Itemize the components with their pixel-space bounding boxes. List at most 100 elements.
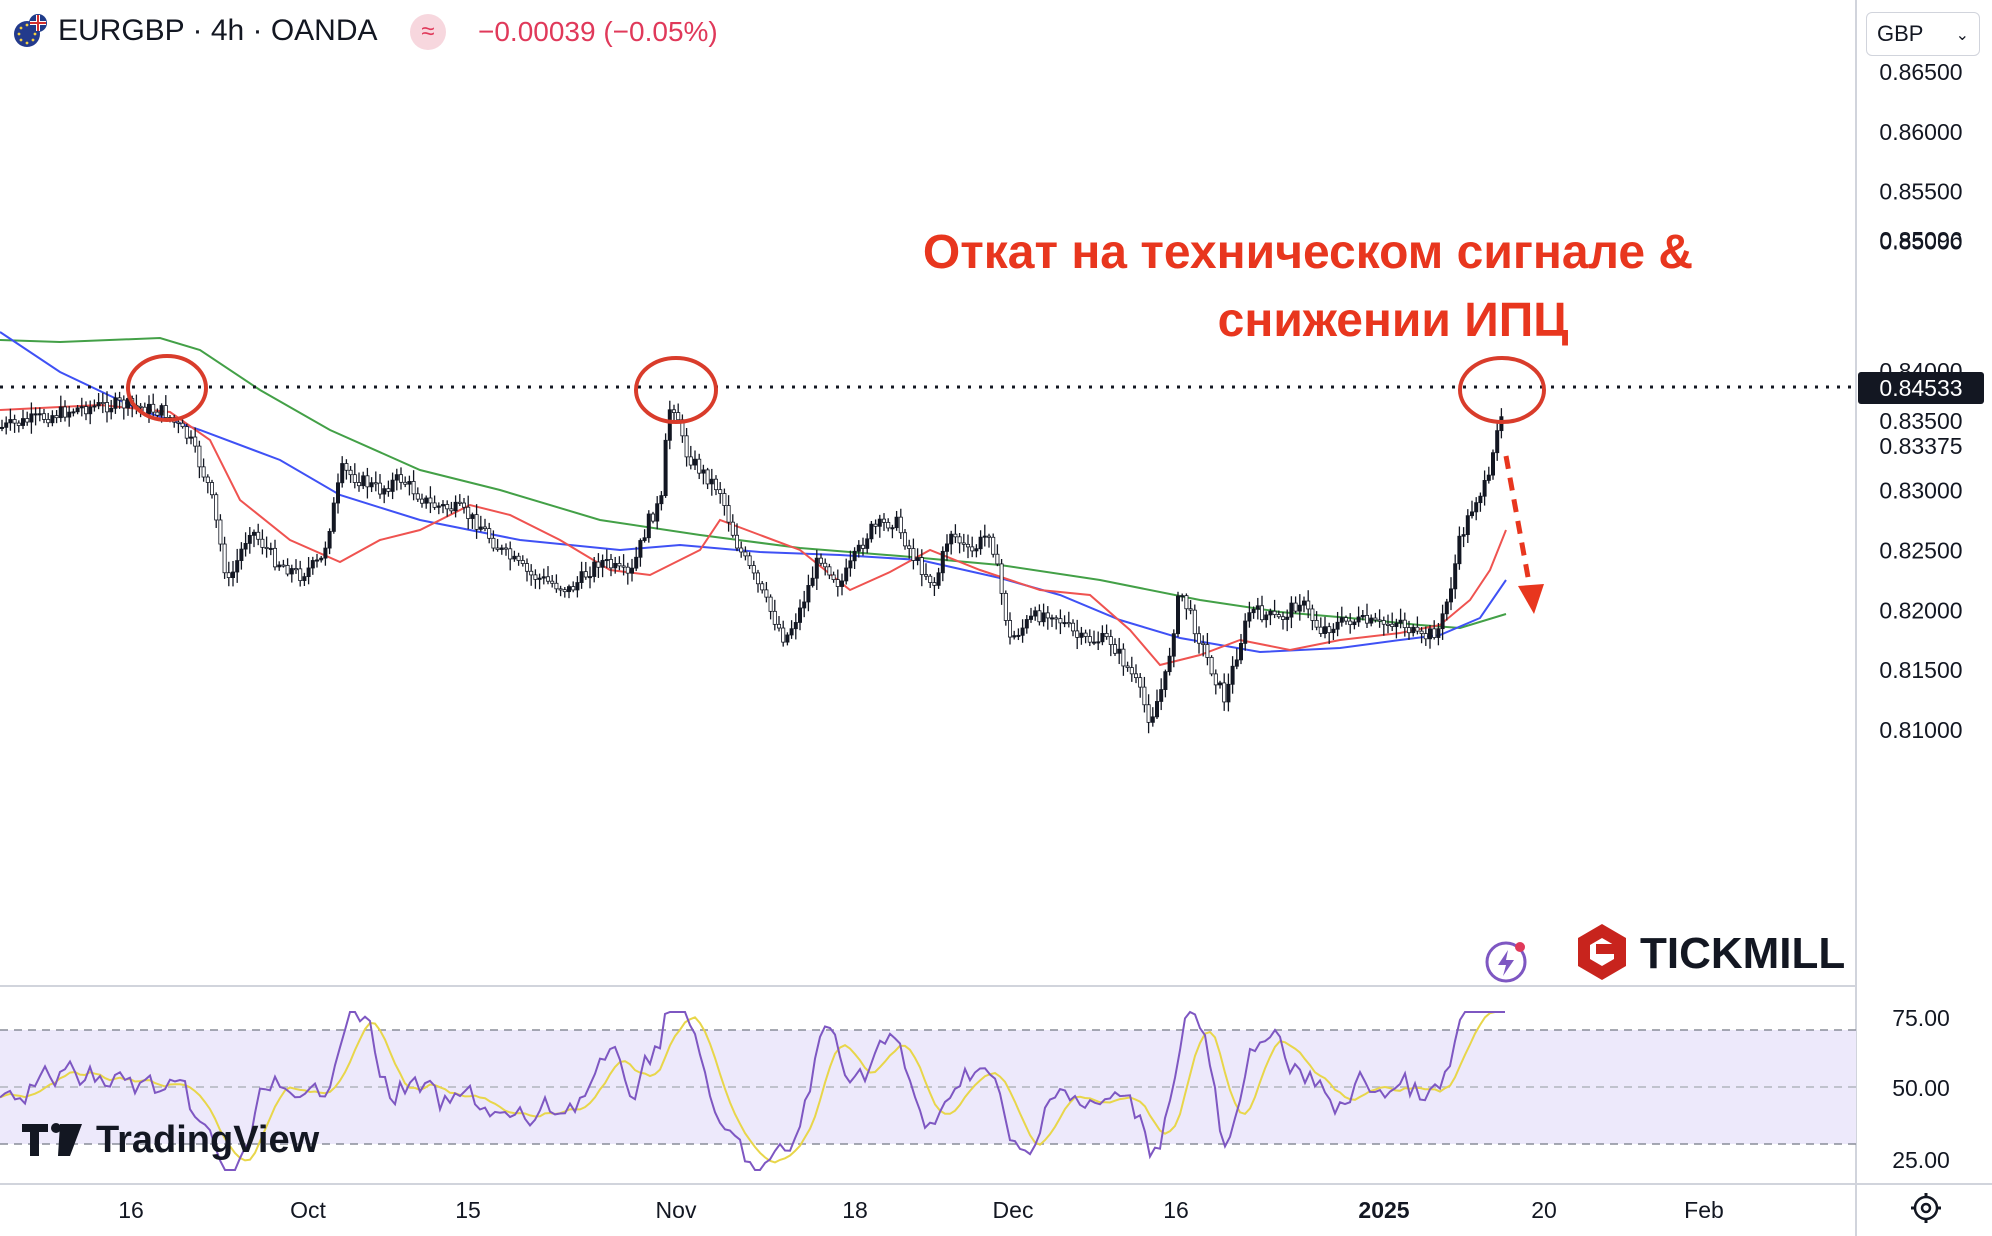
candle-body (440, 504, 445, 507)
candle-body (638, 540, 643, 558)
candle-body (882, 518, 887, 523)
rsi-path (0, 1010, 1505, 1171)
currency-select[interactable]: GBP ⌄ (1866, 12, 1980, 56)
candle-body (970, 546, 975, 552)
candle-body (1176, 595, 1181, 635)
indicator-wave-icon[interactable]: ≈ (410, 14, 446, 50)
candle-body (1478, 495, 1483, 504)
candle-body (714, 478, 719, 491)
candle-body (1188, 608, 1193, 611)
candle-body (982, 535, 987, 538)
candle-body (1087, 636, 1092, 643)
candle-body (230, 571, 235, 579)
candle-body (1398, 619, 1403, 624)
candle-body (20, 418, 25, 426)
candle-body (499, 547, 504, 550)
candle-body (1113, 644, 1118, 654)
candle-body (1201, 642, 1206, 645)
candle-body (516, 555, 521, 561)
candle-body (1264, 614, 1269, 621)
symbol-title[interactable]: EURGBP · 4h · OANDA (58, 14, 378, 47)
candle-body (1045, 612, 1050, 619)
candle-body (1352, 621, 1357, 626)
candle-body (256, 531, 261, 540)
candle-body (46, 419, 51, 424)
candle-body (768, 596, 773, 612)
candle-body (600, 559, 605, 568)
candle-body (1272, 610, 1277, 616)
price-tick-11: 0.82000 (1879, 597, 1962, 623)
candle-body (705, 469, 710, 485)
candle-body (235, 560, 240, 573)
candle-body (25, 418, 30, 423)
candle-body (625, 566, 630, 574)
candle-body (1255, 605, 1260, 610)
candle-body (1167, 655, 1172, 673)
candle-body (1474, 502, 1479, 513)
candle-body (445, 504, 450, 510)
candle-body (176, 421, 181, 424)
candle-body (319, 557, 324, 561)
candle-body (550, 580, 555, 584)
candle-body (79, 406, 84, 409)
time-axis[interactable]: 16 Oct 15 Nov 18 Dec 16 2025 20 Feb (118, 1197, 1724, 1223)
tradingview-wordmark: TradingView (96, 1119, 320, 1161)
price-axis[interactable]: 0.865000.860000.855000.850960.850000.840… (1879, 59, 1962, 743)
candle-body (953, 533, 958, 538)
candle-body (630, 567, 635, 574)
candle-body (541, 576, 546, 579)
candle-body (8, 419, 13, 424)
candle-body (1058, 618, 1063, 624)
candle-body (672, 409, 677, 413)
lightning-icon[interactable] (1485, 941, 1527, 983)
candle-body (865, 538, 870, 549)
candle-body (277, 564, 282, 568)
candle-body (84, 406, 89, 415)
candle-body (1008, 620, 1013, 638)
candle-body (163, 405, 168, 418)
candle-body (928, 575, 933, 583)
time-tick-9: Feb (1684, 1197, 1724, 1223)
candle-body (1310, 608, 1315, 621)
candle-body (491, 537, 496, 549)
tickmill-logo: TICKMILL (1578, 924, 1845, 980)
candle-body (1079, 632, 1084, 638)
candle-body (407, 481, 412, 485)
candle-body (314, 559, 319, 562)
ma-fast-line (0, 403, 1507, 667)
settings-icon[interactable] (1911, 1193, 1941, 1223)
candle-body (1134, 673, 1139, 679)
candle-body (1495, 430, 1500, 454)
time-tick-2: 15 (455, 1197, 481, 1223)
candle-body (323, 547, 328, 559)
candle-body (751, 565, 756, 574)
candle-body (1129, 667, 1134, 675)
candle-body (512, 555, 517, 560)
candle-body (987, 535, 992, 538)
highlight-circle-2 (634, 356, 718, 424)
candle-body (760, 583, 765, 591)
candle-body (151, 403, 156, 413)
candle-body (520, 560, 525, 564)
candle-body (747, 555, 752, 566)
candle-body (1293, 602, 1298, 612)
price-tick-3: 0.85096 (1879, 227, 1962, 253)
candle-body (919, 557, 924, 575)
candle-body (1247, 612, 1252, 622)
candle-body (495, 547, 500, 550)
candle-body (810, 577, 815, 586)
candle-body (436, 505, 441, 508)
rsi-axis[interactable]: 75.00 50.00 25.00 (1892, 1005, 1950, 1173)
candle-body (214, 494, 219, 521)
candle-body (306, 567, 311, 578)
candle-body (1486, 474, 1491, 481)
candle-body (226, 572, 231, 579)
candle-body (155, 411, 160, 416)
candle-body (281, 564, 286, 567)
candle-body (63, 406, 68, 418)
ma-mid-line (0, 331, 1507, 654)
eurgbp-flag-icon (14, 14, 47, 47)
candle-body (1192, 609, 1197, 635)
candle-body (877, 518, 882, 527)
